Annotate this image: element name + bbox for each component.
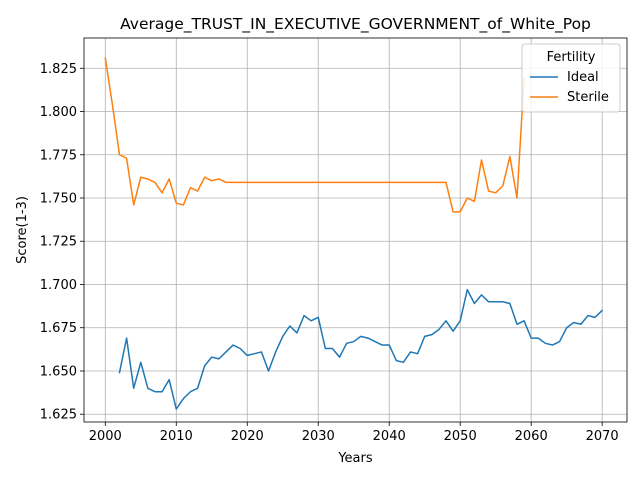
plot-frame	[83, 37, 628, 423]
y-axis-label: Score(1-3)	[15, 196, 30, 264]
x-axis-label: Years	[337, 451, 373, 466]
x-tick-label: 2020	[231, 429, 264, 444]
series-lines	[104, 57, 603, 410]
legend-label-sterile: Sterile	[567, 90, 609, 105]
y-tick-label: 1.800	[40, 105, 77, 120]
y-tick-label: 1.700	[40, 278, 77, 293]
series-line-sterile	[104, 57, 525, 213]
x-tick-label: 2000	[89, 429, 122, 444]
y-tick-label: 1.675	[40, 321, 77, 336]
y-tick-label: 1.750	[40, 192, 77, 207]
y-tick-label: 1.650	[40, 364, 77, 379]
chart-title: Average_TRUST_IN_EXECUTIVE_GOVERNMENT_of…	[120, 15, 591, 34]
y-tick-label: 1.825	[40, 62, 77, 77]
legend-entries: Ideal Sterile	[530, 70, 609, 105]
x-tick-label: 2070	[586, 429, 619, 444]
y-tick-label: 1.625	[40, 408, 77, 423]
x-tick-label: 2050	[444, 429, 477, 444]
x-tick-label: 2060	[515, 429, 548, 444]
y-tick-label: 1.725	[40, 235, 77, 250]
x-tick-label: 2010	[160, 429, 193, 444]
y-tick-label: 1.775	[40, 148, 77, 163]
legend-box	[521, 43, 621, 113]
x-tick-label: 2030	[302, 429, 335, 444]
legend-title: Fertility	[547, 50, 596, 65]
series-line-ideal	[118, 288, 603, 410]
x-tick-label: 2040	[373, 429, 406, 444]
axis-ticks: 2000 2010 2020 2030 2040 2050 2060 2070 1.625 1.6…	[40, 62, 619, 444]
legend: Fertility Ideal Sterile	[521, 43, 621, 113]
legend-label-ideal: Ideal	[567, 70, 599, 85]
